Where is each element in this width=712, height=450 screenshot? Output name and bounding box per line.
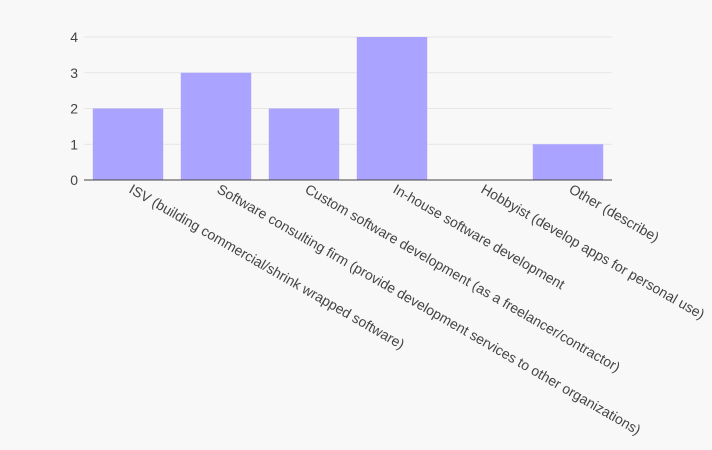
- y-tick-label: 3: [70, 65, 78, 81]
- y-tick-label: 1: [70, 136, 78, 152]
- y-tick-label: 0: [70, 172, 78, 188]
- bar: [180, 72, 252, 180]
- bar: [92, 108, 164, 180]
- x-category-label: Software consulting firm (provide develo…: [215, 181, 644, 438]
- x-category-label: In-house software development: [391, 181, 568, 293]
- bar: [356, 37, 428, 180]
- bars: [92, 37, 604, 180]
- y-tick-label: 2: [70, 101, 78, 117]
- y-tick-labels: 0 1 2 3 4: [70, 29, 78, 188]
- grid-lines: [84, 36, 612, 145]
- bar: [532, 144, 604, 180]
- bar: [268, 108, 340, 180]
- y-tick-label: 4: [70, 29, 78, 45]
- x-category-label: Custom software development (as a freela…: [303, 181, 624, 375]
- x-category-labels: ISV (building commercial/shrink wrapped …: [127, 181, 708, 438]
